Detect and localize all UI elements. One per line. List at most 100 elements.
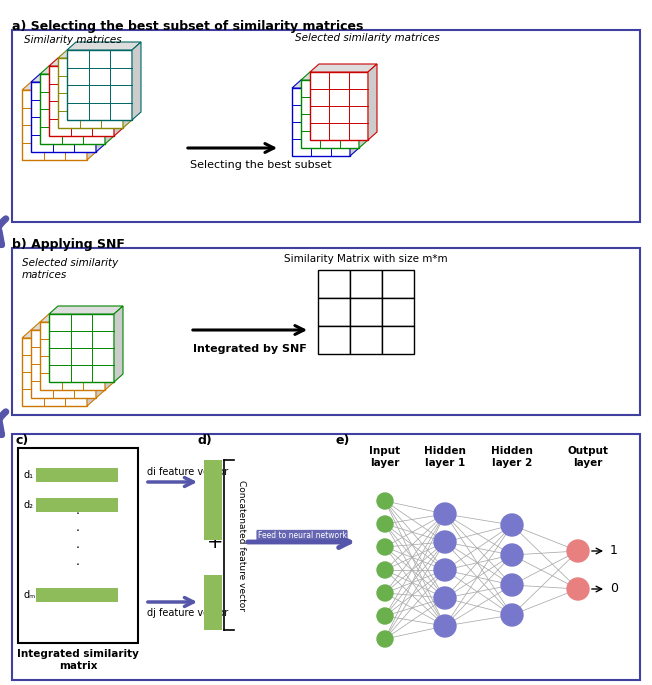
Polygon shape <box>368 64 377 140</box>
Bar <box>318 270 350 298</box>
Circle shape <box>377 493 393 509</box>
Circle shape <box>501 514 523 536</box>
Text: +: + <box>207 532 223 551</box>
Polygon shape <box>58 50 132 58</box>
Polygon shape <box>31 322 105 330</box>
Bar <box>31 330 96 398</box>
Text: b) Applying SNF: b) Applying SNF <box>12 238 125 251</box>
Text: Integrated similarity
matrix: Integrated similarity matrix <box>17 649 139 671</box>
Circle shape <box>377 539 393 555</box>
Bar <box>292 88 350 156</box>
Text: e): e) <box>335 434 349 447</box>
Text: d₁: d₁ <box>24 470 34 480</box>
Bar <box>31 82 96 152</box>
Circle shape <box>377 608 393 624</box>
Bar <box>350 298 382 326</box>
Text: Similarity Matrix with size m*m: Similarity Matrix with size m*m <box>284 254 448 264</box>
Text: Integrated by SNF: Integrated by SNF <box>193 344 306 354</box>
Polygon shape <box>310 64 377 72</box>
Polygon shape <box>114 306 123 382</box>
Polygon shape <box>114 58 123 136</box>
Circle shape <box>501 604 523 626</box>
Text: Similarity matrices: Similarity matrices <box>24 35 122 45</box>
Polygon shape <box>40 314 114 322</box>
Bar <box>67 50 132 120</box>
Polygon shape <box>132 42 141 120</box>
Bar <box>350 270 382 298</box>
Polygon shape <box>123 50 132 128</box>
Bar <box>382 326 414 354</box>
FancyArrowPatch shape <box>0 219 6 245</box>
Polygon shape <box>105 314 114 390</box>
Circle shape <box>434 587 456 609</box>
Bar <box>36 468 118 482</box>
Bar <box>49 314 114 382</box>
Polygon shape <box>22 82 96 90</box>
Circle shape <box>377 562 393 578</box>
Bar <box>204 575 222 630</box>
Circle shape <box>567 578 589 600</box>
Polygon shape <box>67 42 141 50</box>
Text: 0: 0 <box>610 582 618 595</box>
Circle shape <box>501 574 523 596</box>
Polygon shape <box>105 66 114 144</box>
Polygon shape <box>87 330 96 406</box>
Bar <box>301 80 359 148</box>
Text: ⋅
⋅
⋅
⋅: ⋅ ⋅ ⋅ ⋅ <box>76 508 80 572</box>
Text: Feed to neural network: Feed to neural network <box>258 531 346 540</box>
Bar <box>22 338 87 406</box>
Bar <box>22 90 87 160</box>
FancyBboxPatch shape <box>12 30 640 222</box>
FancyBboxPatch shape <box>12 434 640 680</box>
Text: Output
layer: Output layer <box>567 446 608 468</box>
Text: Concatenated feature vector: Concatenated feature vector <box>237 479 246 610</box>
Circle shape <box>434 559 456 581</box>
Bar <box>310 72 368 140</box>
Bar <box>49 66 114 136</box>
Text: Input
layer: Input layer <box>370 446 400 468</box>
Circle shape <box>434 503 456 525</box>
Text: Hidden
layer 2: Hidden layer 2 <box>491 446 533 468</box>
Polygon shape <box>96 74 105 152</box>
Text: Selected similarity
matrices: Selected similarity matrices <box>22 258 118 279</box>
Polygon shape <box>49 306 123 314</box>
Text: Selecting the best subset: Selecting the best subset <box>190 160 332 170</box>
Bar <box>58 58 123 128</box>
Bar <box>36 588 118 602</box>
Bar <box>382 298 414 326</box>
Polygon shape <box>350 80 359 156</box>
Circle shape <box>434 531 456 553</box>
FancyArrowPatch shape <box>0 412 6 434</box>
Text: 1: 1 <box>610 545 618 558</box>
Text: di feature vector: di feature vector <box>147 467 228 477</box>
Text: Hidden
layer 1: Hidden layer 1 <box>424 446 466 468</box>
Text: dₘ: dₘ <box>24 590 36 600</box>
Bar <box>18 448 138 643</box>
Circle shape <box>434 615 456 637</box>
Bar <box>204 460 222 540</box>
Polygon shape <box>40 66 114 74</box>
Circle shape <box>567 540 589 562</box>
Bar <box>318 298 350 326</box>
Bar <box>40 74 105 144</box>
Polygon shape <box>22 330 96 338</box>
Text: dj feature vector: dj feature vector <box>147 608 228 618</box>
Bar <box>318 326 350 354</box>
Polygon shape <box>49 58 123 66</box>
Polygon shape <box>301 72 368 80</box>
Polygon shape <box>292 80 359 88</box>
Polygon shape <box>96 322 105 398</box>
Polygon shape <box>31 74 105 82</box>
Text: Selected similarity matrices: Selected similarity matrices <box>295 33 439 43</box>
Text: d₂: d₂ <box>24 500 34 510</box>
Circle shape <box>501 544 523 566</box>
FancyBboxPatch shape <box>12 248 640 415</box>
Circle shape <box>377 585 393 601</box>
Text: a) Selecting the best subset of similarity matrices: a) Selecting the best subset of similari… <box>12 20 363 33</box>
Bar <box>36 498 118 512</box>
Polygon shape <box>359 72 368 148</box>
Circle shape <box>377 516 393 532</box>
Bar <box>40 322 105 390</box>
Polygon shape <box>87 82 96 160</box>
Circle shape <box>377 631 393 647</box>
